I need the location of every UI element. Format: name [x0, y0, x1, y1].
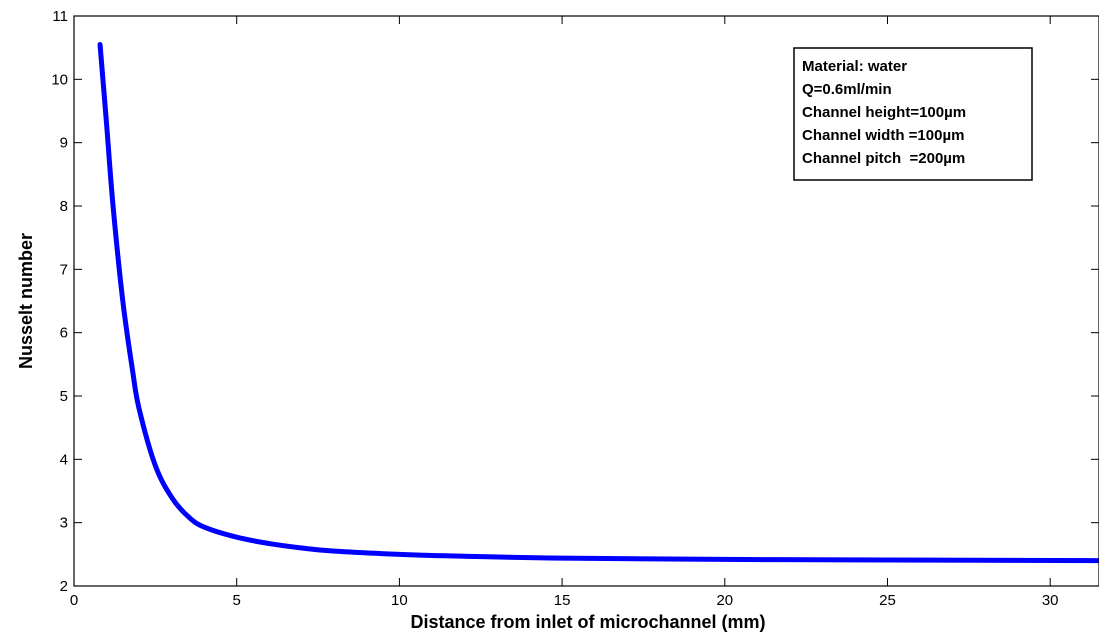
annotation-box: Material: water Q=0.6ml/min Channel heig… — [793, 47, 1033, 181]
x-tick-label: 0 — [70, 592, 78, 609]
x-tick-label: 25 — [879, 592, 896, 609]
y-tick-label: 2 — [60, 578, 68, 595]
y-tick-label: 9 — [60, 135, 68, 152]
x-tick-label: 5 — [233, 592, 241, 609]
x-tick-label: 30 — [1042, 592, 1059, 609]
y-axis-title: Nusselt number — [16, 233, 36, 369]
x-tick-label: 20 — [716, 592, 733, 609]
annotation-line: Channel width =100µm — [802, 127, 964, 144]
y-tick-label: 11 — [52, 8, 68, 25]
plot-frame — [73, 15, 1099, 587]
annotation-line: Material: water — [802, 58, 907, 75]
series-line — [97, 42, 1099, 564]
y-tick-label: 3 — [60, 515, 68, 532]
y-axis: 2 3 4 5 6 7 8 9 10 11 — [51, 8, 1099, 595]
y-tick-label: 4 — [60, 451, 68, 468]
x-tick-label: 10 — [391, 592, 408, 609]
y-tick-label: 7 — [60, 261, 68, 278]
x-axis-title: Distance from inlet of microchannel (mm) — [410, 612, 765, 632]
y-tick-label: 5 — [60, 388, 68, 405]
y-tick-label: 8 — [60, 198, 68, 215]
annotation-line: Q=0.6ml/min — [802, 81, 892, 98]
annotation-frame — [793, 47, 1033, 181]
y-tick-label: 10 — [51, 71, 68, 88]
annotation-line: Channel height=100µm — [802, 104, 966, 121]
y-tick-label: 6 — [60, 325, 68, 342]
annotation-line: Channel pitch =200µm — [802, 150, 965, 167]
x-axis: 0 5 10 15 20 25 30 — [70, 16, 1059, 609]
x-tick-label: 15 — [554, 592, 571, 609]
